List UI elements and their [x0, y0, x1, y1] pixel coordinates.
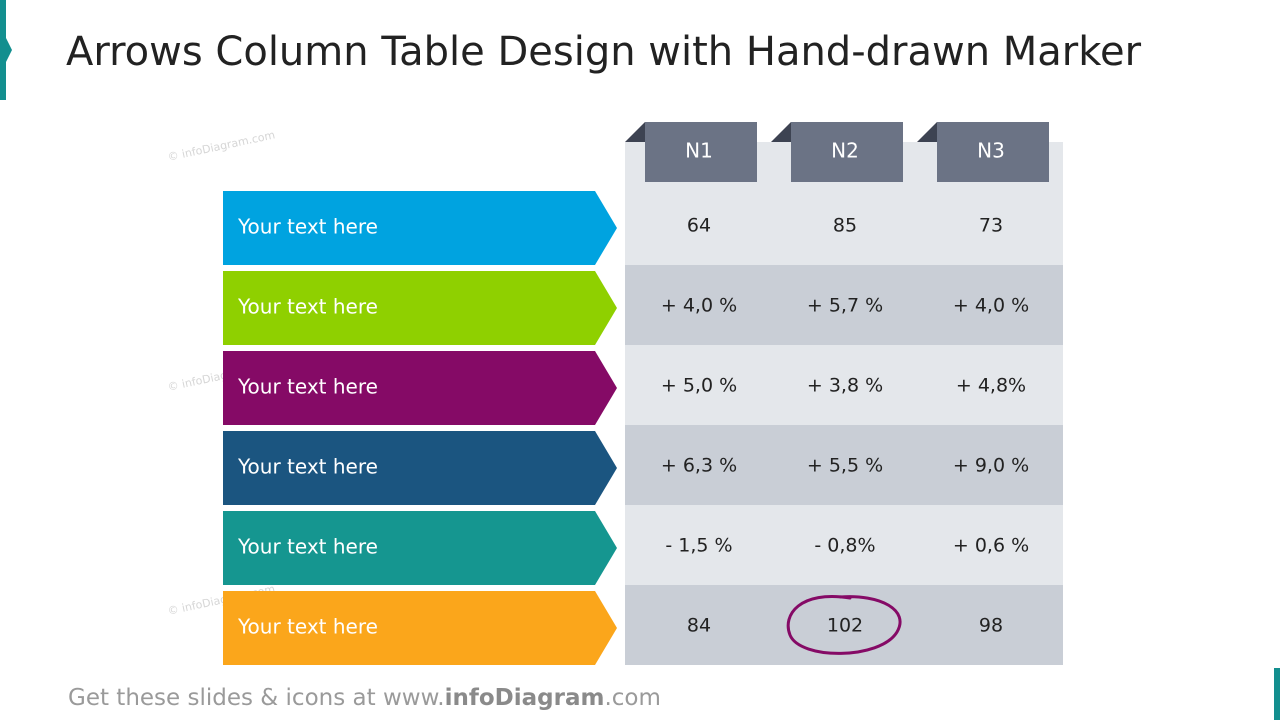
cell: 98: [979, 615, 1003, 637]
cell: + 3,8 %: [807, 375, 883, 397]
row-label: Your text here: [237, 375, 378, 399]
table: N1 N2 N3 Your text here 64 85 73 Your text here…: [223, 122, 1063, 665]
row-label: Your text here: [237, 535, 378, 559]
cell: + 5,5 %: [807, 455, 883, 477]
header-tab: [791, 122, 903, 182]
title: Arrows Column Table Design with Hand-dra…: [66, 29, 1142, 75]
footer: Get these slides & icons at www.infoDiag…: [68, 685, 661, 711]
header-fold: [625, 122, 645, 142]
row-label: Your text here: [237, 455, 378, 479]
row-bg: [625, 505, 1063, 585]
cell: + 4,8%: [956, 375, 1026, 397]
footer-suffix: .com: [604, 685, 660, 711]
cell: - 0,8%: [814, 535, 875, 557]
header-tab: [937, 122, 1049, 182]
cell: + 9,0 %: [953, 455, 1029, 477]
row-bg: [625, 185, 1063, 265]
row-arrow: [223, 431, 617, 505]
row-bg: [625, 425, 1063, 505]
header-tab: [645, 122, 757, 182]
cell: + 0,6 %: [953, 535, 1029, 557]
cell: - 1,5 %: [665, 535, 732, 557]
header-label: N1: [685, 139, 713, 163]
row-label: Your text here: [237, 215, 378, 239]
footer-prefix: Get these slides & icons at www.: [68, 685, 445, 711]
cell: 73: [979, 215, 1003, 237]
header-fold: [771, 122, 791, 142]
cell: + 5,0 %: [661, 375, 737, 397]
row-arrow: [223, 351, 617, 425]
cell: + 4,0 %: [953, 295, 1029, 317]
hand-drawn-marker: [786, 595, 902, 655]
row-arrow: [223, 511, 617, 585]
row-arrow: [223, 191, 617, 265]
row-bg: [625, 265, 1063, 345]
cell: + 5,7 %: [807, 295, 883, 317]
cell: + 4,0 %: [661, 295, 737, 317]
cell: 85: [833, 215, 857, 237]
row-arrow: [223, 591, 617, 665]
accent-notch: [6, 38, 12, 62]
cell: 64: [687, 215, 711, 237]
header-fold: [917, 122, 937, 142]
watermark: © infoDiagram.com: [167, 128, 277, 163]
cell: 102: [827, 615, 863, 637]
footer-brand: infoDiagram: [445, 685, 605, 711]
cell: 84: [687, 615, 711, 637]
row-arrow: [223, 271, 617, 345]
row-label: Your text here: [237, 295, 378, 319]
header-label: N2: [831, 139, 859, 163]
row-bg: [625, 345, 1063, 425]
accent-bar: [0, 0, 6, 100]
row-label: Your text here: [237, 615, 378, 639]
accent-bar: [1274, 668, 1280, 720]
header-label: N3: [977, 139, 1005, 163]
cell: + 6,3 %: [661, 455, 737, 477]
